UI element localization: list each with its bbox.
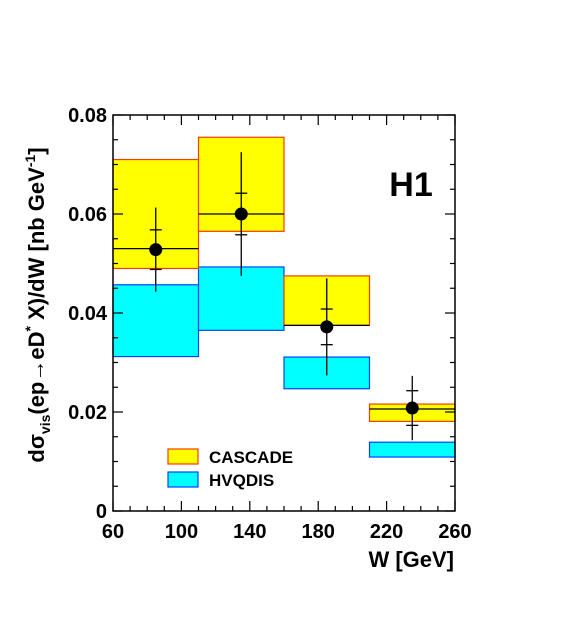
ylabel-exponent: -1	[22, 155, 38, 168]
ylabel-close: ]	[24, 147, 49, 154]
ylabel-rest: X)/dW [nb GeV	[24, 167, 49, 326]
y-axis-title: dσvis(ep→eD* X)/dW [nb GeV-1]	[22, 147, 53, 462]
y-tick-label-0.04: 0.04	[68, 303, 108, 325]
hvqdis-band-3	[368, 441, 456, 458]
data-point-1	[234, 207, 248, 221]
ylabel-star: *	[22, 326, 38, 332]
x-tick-label-100: 100	[165, 521, 198, 543]
hvqdis-band-1	[197, 266, 285, 331]
legend-label-hvqdis: HVQDIS	[209, 471, 274, 490]
y-tick-label-0.06: 0.06	[68, 204, 107, 226]
tick-label-layer: 60 100 140 180 220 260 0 0.02 0.04 0.06 0.08	[68, 105, 472, 543]
experiment-label: H1	[389, 166, 432, 204]
x-tick-label-140: 140	[233, 521, 266, 543]
data-point-2	[320, 320, 334, 334]
ylabel-d: d	[24, 449, 49, 462]
y-tick-label-0: 0	[96, 501, 107, 523]
legend: CASCADE HVQDIS	[167, 448, 293, 490]
x-tick-label-60: 60	[102, 521, 124, 543]
y-tick-label-0.08: 0.08	[68, 105, 107, 127]
legend-swatch-cascade	[167, 448, 199, 465]
x-tick-label-180: 180	[302, 521, 335, 543]
legend-swatch-hvqdis	[167, 471, 199, 488]
ylabel-sigma: σ	[24, 434, 49, 449]
x-axis-title: W [GeV]	[368, 547, 454, 572]
x-tick-label-260: 260	[438, 521, 471, 543]
tick-layer	[112, 114, 456, 512]
data-point-0	[149, 243, 163, 257]
legend-label-cascade: CASCADE	[209, 448, 293, 467]
y-tick-label-0.02: 0.02	[68, 402, 107, 424]
ylabel-body: (ep→eD	[24, 332, 49, 415]
ylabel-vis: vis	[37, 414, 53, 434]
x-tick-label-220: 220	[370, 521, 403, 543]
data-point-3	[405, 401, 419, 415]
data-points-layer	[149, 152, 419, 441]
hvqdis-band-0	[112, 284, 200, 358]
